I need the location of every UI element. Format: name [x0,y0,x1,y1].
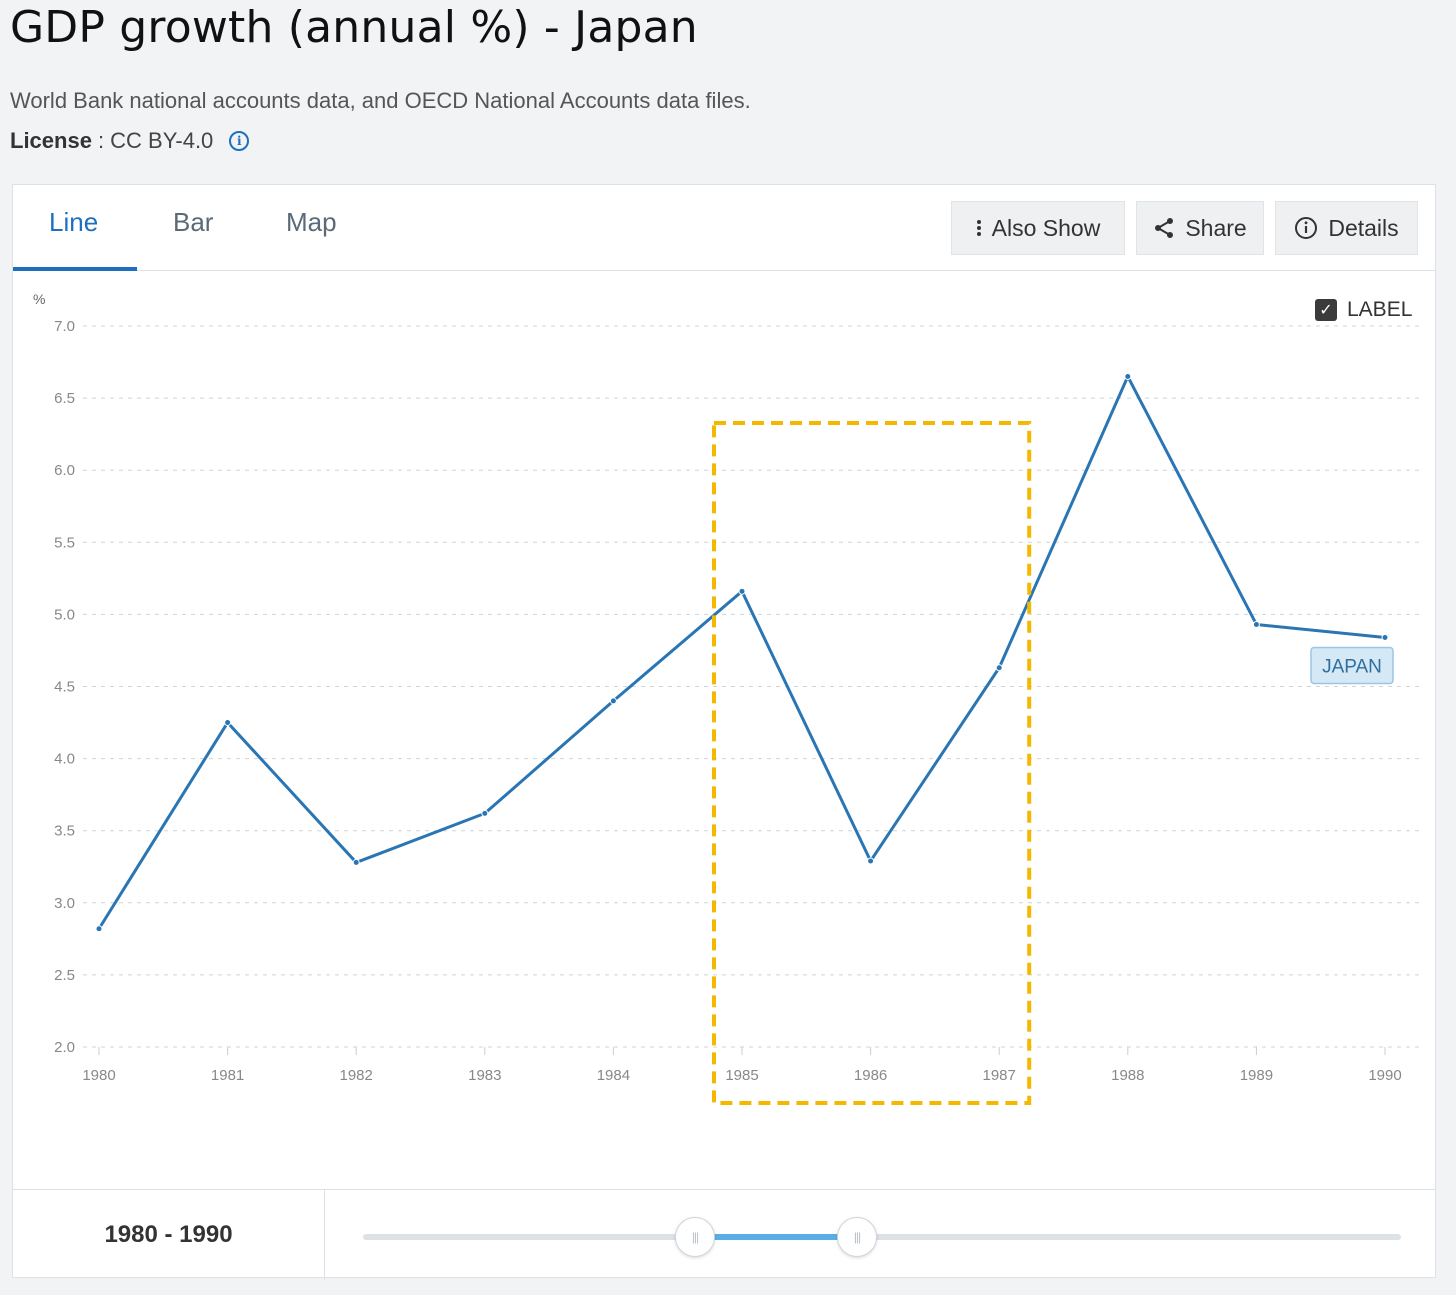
y-tick-label: 7.0 [54,318,75,335]
checkbox-checked-icon[interactable]: ✓ [1315,299,1337,321]
tab-bar-chart[interactable]: Bar [173,207,214,237]
y-tick-label: 5.0 [54,606,75,623]
chart-card: Line Bar Map Also Show Share Details ✓ [12,184,1436,1280]
data-point [867,857,875,865]
license-label: License [10,128,92,153]
range-slider-start-handle[interactable]: ||| [675,1217,715,1257]
y-tick-label: 6.0 [54,462,75,479]
page-title: GDP growth (annual %) - Japan [10,2,698,53]
info-icon[interactable]: i [229,131,250,151]
x-tick-label: 1984 [597,1067,630,1084]
y-tick-label: 4.0 [54,751,75,768]
x-tick-label: 1982 [340,1067,373,1084]
y-tick-label: 3.0 [54,895,75,912]
data-point [995,664,1003,672]
x-tick-label: 1990 [1368,1067,1401,1084]
data-point [1252,620,1260,628]
year-range-label: 1980 - 1990 [13,1190,325,1280]
y-tick-label: 6.5 [54,390,75,407]
series-label-japan: JAPAN [1322,656,1382,677]
data-point [352,858,360,866]
range-slider-fill [697,1234,859,1240]
data-point [481,809,489,817]
label-toggle-text: LABEL [1347,298,1413,321]
data-point [738,587,746,595]
more-vertical-icon [976,220,981,236]
also-show-label: Also Show [991,214,1101,241]
x-tick-label: 1987 [983,1067,1016,1084]
x-tick-label: 1989 [1240,1067,1273,1084]
line-chart: % 2.0 2.5 3.0 3.5 4.0 4.5 5.0 5.5 6.0 6.5 7.0 1980 19… [33,291,1419,1105]
x-tick-label: 1980 [82,1067,115,1084]
y-tick-label: 2.0 [54,1039,75,1056]
data-point [95,925,103,933]
series-label-badge [1310,646,1394,685]
data-point [1124,372,1132,380]
x-tick-label: 1985 [725,1067,758,1084]
range-slider-end-handle[interactable]: ||| [837,1217,877,1257]
tab-bar: Line Bar Map Also Show Share Details [13,185,1435,271]
y-tick-label: 3.5 [54,823,75,840]
share-label: Share [1185,214,1247,241]
data-point [1381,633,1389,641]
data-point [609,697,617,705]
range-footer: 1980 - 1990 ||| ||| [13,1189,1435,1280]
data-point [224,719,232,727]
y-tick-label: 4.5 [54,679,75,696]
x-tick-label: 1981 [211,1067,244,1084]
highlight-box [712,421,1032,1105]
license-value: : CC BY-4.0 [97,128,214,153]
tab-line[interactable]: Line [49,207,99,237]
tab-map[interactable]: Map [286,207,337,237]
range-slider-track[interactable] [363,1234,1401,1240]
y-tick-label: 2.5 [54,967,75,984]
details-button[interactable]: Details [1275,201,1418,255]
label-toggle[interactable]: ✓ LABEL [1315,298,1412,322]
y-tick-label: 5.5 [54,534,75,551]
x-tick-label: 1983 [468,1067,501,1084]
x-tick-label: 1986 [854,1067,887,1084]
y-axis-unit-label: % [33,291,45,307]
share-icon [1155,218,1174,238]
license-line: License : CC BY-4.0 i [10,128,250,154]
share-button[interactable]: Share [1136,201,1264,255]
series-line-japan [97,374,1386,930]
x-tick-label: 1988 [1111,1067,1144,1084]
also-show-button[interactable]: Also Show [951,201,1125,255]
active-tab-indicator [13,267,137,271]
source-text: World Bank national accounts data, and O… [10,88,751,113]
details-label: Details [1328,214,1399,241]
info-circle-icon [1295,217,1318,239]
